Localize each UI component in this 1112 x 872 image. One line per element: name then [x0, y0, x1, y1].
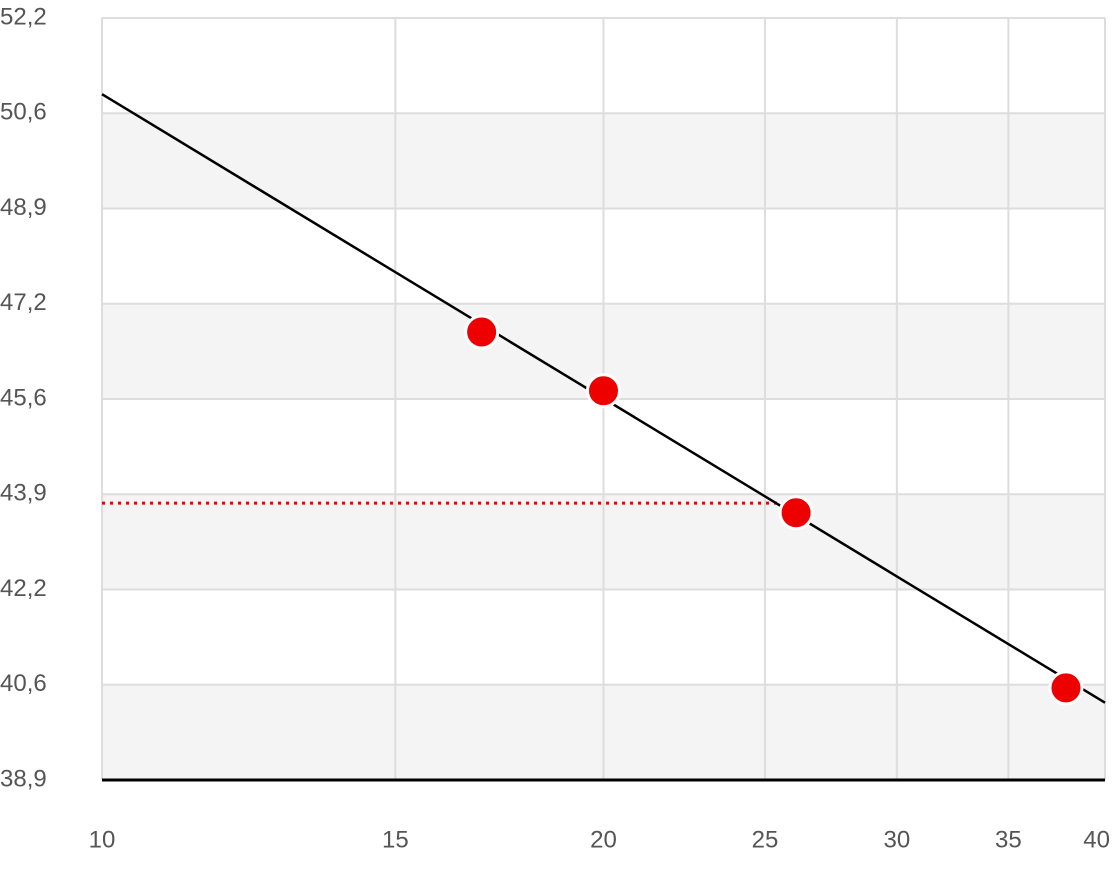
x-tick-label: 25	[752, 826, 779, 853]
x-tick-label: 35	[995, 826, 1022, 853]
y-tick-label: 42,2	[0, 575, 47, 602]
x-tick-label: 15	[382, 826, 409, 853]
point	[586, 373, 621, 409]
point	[464, 314, 500, 350]
x-tick-label: 10	[89, 826, 116, 853]
y-tick-label: 50,6	[0, 99, 47, 126]
x-tick-label: 40	[1083, 826, 1110, 853]
point	[778, 495, 814, 531]
y-tick-label: 52,2	[0, 3, 47, 30]
y-tick-label: 45,6	[0, 384, 47, 411]
y-tick-label: 43,9	[0, 480, 47, 507]
point	[1048, 670, 1084, 706]
x-tick-label: 30	[884, 826, 911, 853]
y-tick-label: 47,2	[0, 289, 47, 316]
x-tick-label: 20	[590, 826, 617, 853]
y-tick-label: 40,6	[0, 670, 47, 697]
y-tick-label: 48,9	[0, 194, 47, 221]
y-tick-label: 38,9	[0, 765, 47, 792]
